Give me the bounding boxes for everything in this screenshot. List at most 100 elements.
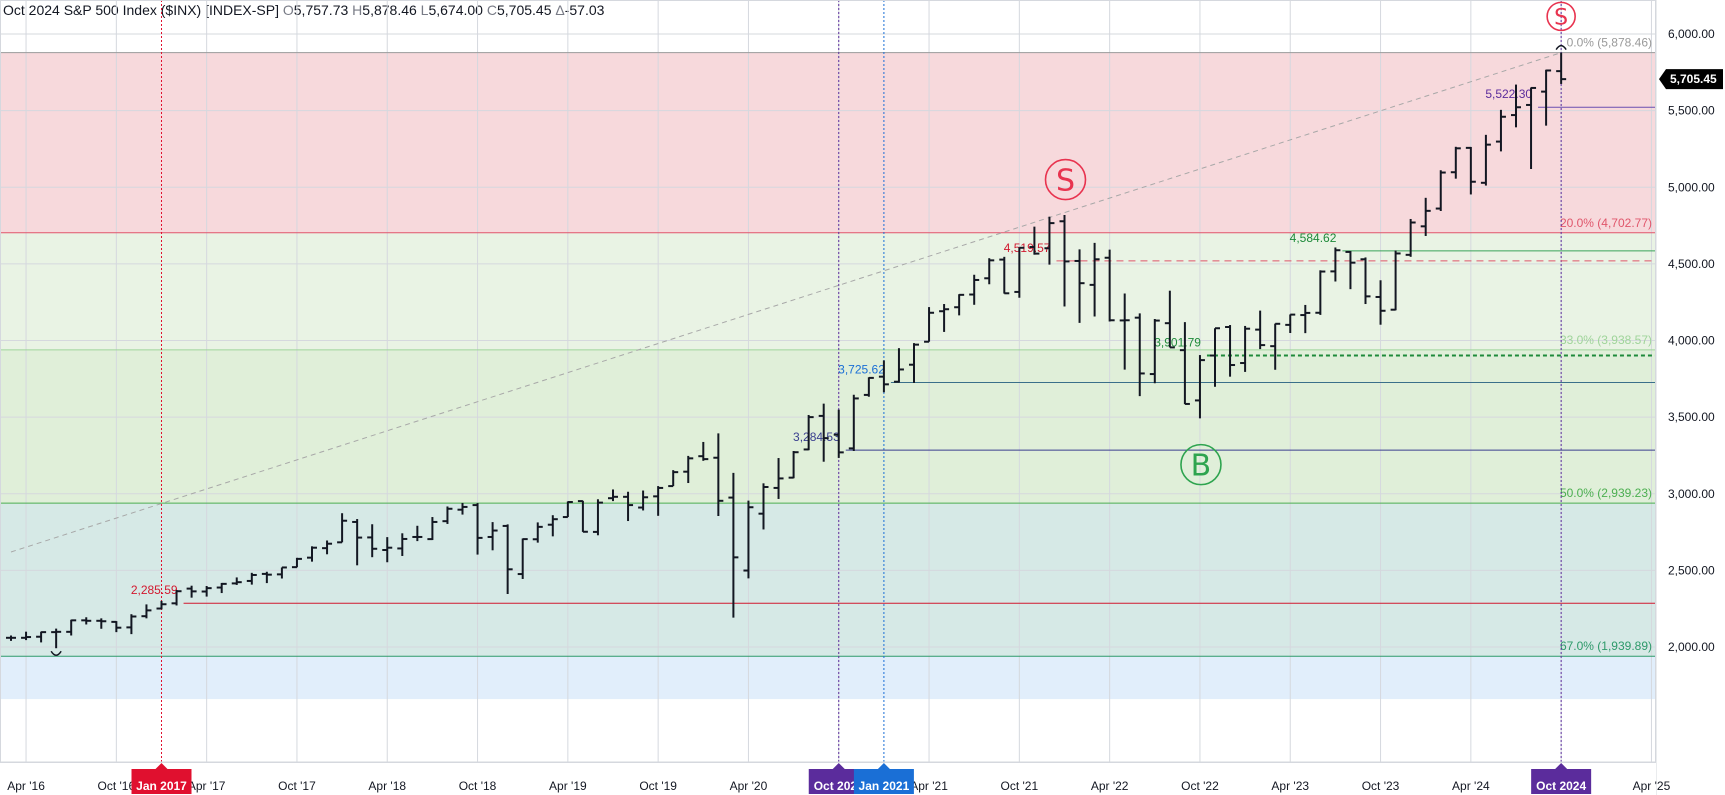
- level-label-2: 3,725.62: [838, 363, 885, 377]
- ohlc-bar-2022-11: [1210, 327, 1220, 387]
- zone-band-2: [0, 349, 1655, 504]
- plot-border: [0, 0, 1656, 763]
- close-key: C: [486, 2, 497, 18]
- ohlc-bar-2018-01: [337, 513, 348, 544]
- y-tick-label-0: 2,000.00: [1668, 640, 1715, 654]
- x-tick-label-2: Apr '17: [188, 779, 226, 793]
- signal-letter: S: [1056, 163, 1075, 198]
- ohlc-bar-2019-07: [608, 489, 618, 502]
- ohlc-bar-2020-04: [743, 500, 754, 579]
- ohlc-bar-2016-12: [141, 604, 152, 619]
- ohlc-bar-2016-10: [111, 620, 122, 633]
- ohlc-bar-2016-08: [81, 617, 92, 625]
- ohlc-bar-2024-09: [1541, 69, 1552, 126]
- signal-letter: B: [1191, 448, 1212, 483]
- ohlc-bar-2024-07: [1511, 84, 1521, 128]
- ohlc-bar-2020-03: [728, 472, 739, 618]
- pivot-high-marker: [1555, 44, 1567, 51]
- ohlc-bar-2016-04: [21, 631, 32, 641]
- ohlc-bar-2017-06: [231, 577, 242, 585]
- ohlc-bar-2018-02: [352, 519, 363, 566]
- ohlc-bar-2017-01: [156, 600, 167, 610]
- ohlc-bar-2024-06: [1495, 109, 1506, 152]
- ohlc-bar-2018-04: [382, 537, 393, 563]
- ohlc-bar-2022-02: [1074, 249, 1085, 323]
- signal-circle: [1044, 158, 1087, 201]
- signal-letter: S: [1554, 5, 1568, 30]
- x-highlight-text: Oct 2024: [1536, 779, 1586, 793]
- y-tick-label-6: 5,000.00: [1668, 180, 1715, 194]
- x-tick-label-16: Apr '24: [1452, 779, 1490, 793]
- fib-label-1: 20.0% (4,702.77): [1560, 216, 1652, 230]
- zone-band-0: [0, 52, 1655, 233]
- low-key: L: [420, 2, 429, 18]
- ohlc-bar-2020-06: [773, 458, 784, 499]
- ohlc-bar-2020-11: [848, 394, 859, 451]
- ohlc-bar-2021-07: [969, 274, 980, 305]
- ohlc-bar-2023-02: [1255, 310, 1266, 350]
- ohlc-bar-2023-01: [1240, 325, 1251, 372]
- ohlc-bar-2020-05: [758, 483, 769, 530]
- ohlc-bar-2022-06: [1134, 313, 1145, 397]
- ohlc-bar-2023-12: [1405, 218, 1416, 257]
- ohlc-bar-2022-09: [1179, 322, 1190, 405]
- ohlc-bar-2017-04: [201, 586, 212, 597]
- ohlc-bar-2021-10: [1014, 246, 1025, 298]
- ohlc-bar-2019-04: [562, 501, 573, 519]
- last-price-badge: 5,705.45: [1659, 69, 1723, 90]
- fib-label-4: 67.0% (1,939.89): [1560, 639, 1652, 653]
- ohlc-bar-2023-08: [1345, 250, 1356, 290]
- ohlc-bar-2021-06: [954, 293, 965, 316]
- x-highlight-text: Oct 2020: [814, 779, 864, 793]
- fib-label-0: 0.0% (5,878.46): [1567, 36, 1652, 50]
- change-key: Δ: [555, 2, 565, 18]
- ohlc-bar-2020-12: [863, 376, 874, 397]
- ohlc-bar-2018-06: [412, 525, 423, 542]
- ohlc-bar-2018-09: [457, 502, 468, 515]
- y-tick-label-3: 3,500.00: [1668, 410, 1715, 424]
- ohlc-bar-2024-01: [1420, 197, 1431, 236]
- close-value: 5,705.45: [496, 2, 552, 18]
- level-label-3: 4,519.57: [1004, 241, 1051, 255]
- ohlc-bar-2023-11: [1390, 250, 1401, 311]
- ohlc-bar-2016-07: [66, 619, 77, 636]
- ohlc-bar-2024-04: [1465, 146, 1476, 195]
- trendline: [10, 52, 1562, 553]
- y-tick-label-1: 2,500.00: [1668, 563, 1715, 577]
- ohlc-bar-2018-12: [502, 524, 513, 594]
- ohlc-bar-2018-11: [487, 522, 498, 551]
- ohlc-bar-2023-09: [1360, 257, 1371, 305]
- y-tick-label-7: 5,500.00: [1668, 104, 1715, 118]
- ohlc-bar-2020-09: [818, 403, 829, 462]
- ohlc-bar-2018-08: [442, 506, 453, 524]
- x-tick-label-6: Apr '19: [549, 779, 587, 793]
- x-highlight-0: Jan 2017: [131, 763, 192, 794]
- x-tick-label-5: Oct '18: [459, 779, 497, 793]
- ohlc-bar-2016-03: [6, 635, 16, 641]
- ohlc-bar-2024-10: [1556, 52, 1567, 84]
- x-tick-label-14: Apr '23: [1271, 779, 1309, 793]
- ohlc-bar-2017-11: [307, 546, 317, 562]
- ohlc-bar-2019-01: [517, 538, 528, 579]
- ohlc-bar-2017-09: [276, 566, 287, 579]
- ohlc-bar-2020-07: [788, 450, 799, 479]
- ohlc-bar-2019-08: [623, 491, 634, 522]
- x-highlight-bg: [853, 763, 914, 794]
- ohlc-bar-2023-07: [1330, 247, 1341, 282]
- signal-circle: [1180, 443, 1222, 486]
- ohlc-bar-2016-05: [36, 631, 47, 643]
- x-highlight-bg: [808, 763, 869, 794]
- y-axis-panel: [1656, 0, 1725, 795]
- signal-s-2: S: [1546, 1, 1576, 32]
- ohlc-bar-2024-08: [1526, 86, 1537, 170]
- ohlc-bar-2024-03: [1450, 146, 1461, 179]
- ohlc-bar-2017-07: [246, 572, 257, 585]
- ohlc-bar-2020-08: [803, 414, 814, 451]
- ohlc-bar-2022-07: [1149, 319, 1160, 384]
- change-value: -57.03: [564, 2, 605, 18]
- ohlc-bar-2019-03: [547, 515, 558, 537]
- ohlc-bar-2021-02: [893, 348, 904, 383]
- ohlc-bar-2021-08: [984, 258, 995, 285]
- level-label-4: 4,584.62: [1290, 231, 1337, 245]
